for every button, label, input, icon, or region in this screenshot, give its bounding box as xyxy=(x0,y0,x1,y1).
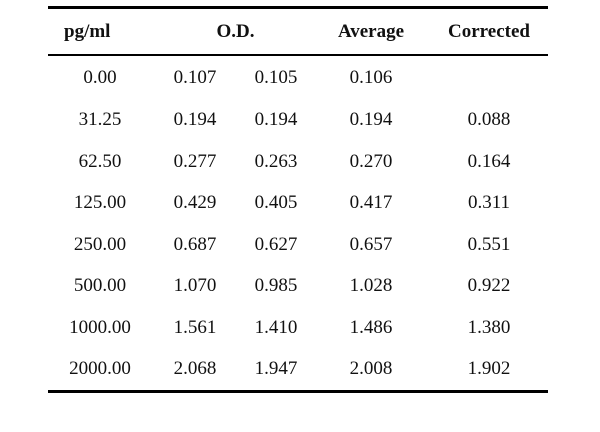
header-od: O.D. xyxy=(216,20,255,42)
table-body: 0.00 0.107 0.105 0.106 31.25 0.194 0.194 0.194 0… xyxy=(48,56,548,391)
cell-average: 1.486 xyxy=(349,316,393,338)
cell-average: 0.270 xyxy=(349,150,393,172)
cell-average: 0.194 xyxy=(349,109,393,131)
cell-pg-ml: 0.00 xyxy=(83,66,117,88)
cell-od-1: 0.194 xyxy=(173,109,217,131)
header-average: Average xyxy=(337,20,405,42)
cell-od-2: 0.105 xyxy=(254,66,298,88)
cell-corrected: 1.380 xyxy=(467,316,511,338)
header-corrected: Corrected xyxy=(448,20,530,42)
cell-average: 0.106 xyxy=(349,66,393,88)
cell-od-1: 1.561 xyxy=(173,316,217,338)
table-row: 62.50 0.277 0.263 0.270 0.164 xyxy=(48,141,548,183)
cell-od-2: 0.263 xyxy=(254,150,298,172)
cell-od-1: 0.277 xyxy=(173,150,217,172)
table-bottom-rule xyxy=(48,390,548,393)
cell-od-2: 0.627 xyxy=(254,233,298,255)
table-row: 1000.00 1.561 1.410 1.486 1.380 xyxy=(48,307,548,349)
cell-od-2: 1.410 xyxy=(254,316,298,338)
table-row: 0.00 0.107 0.105 0.106 xyxy=(48,56,548,100)
cell-od-2: 0.194 xyxy=(254,109,298,131)
cell-average: 1.028 xyxy=(349,275,393,297)
cell-od-2: 0.405 xyxy=(254,192,298,214)
cell-od-2: 1.947 xyxy=(254,358,298,380)
cell-corrected: 0.551 xyxy=(467,233,511,255)
cell-od-1: 0.107 xyxy=(173,66,217,88)
cell-pg-ml: 125.00 xyxy=(73,192,127,214)
cell-pg-ml: 1000.00 xyxy=(69,316,131,338)
cell-corrected: 0.088 xyxy=(467,109,511,131)
table-top-rule xyxy=(48,6,548,9)
cell-average: 0.417 xyxy=(349,192,393,214)
cell-corrected: 1.902 xyxy=(467,358,511,380)
cell-pg-ml: 31.25 xyxy=(78,109,122,131)
table-row: 31.25 0.194 0.194 0.194 0.088 xyxy=(48,100,548,142)
cell-corrected: 0.922 xyxy=(467,275,511,297)
cell-od-1: 0.687 xyxy=(173,233,217,255)
table-row: 500.00 1.070 0.985 1.028 0.922 xyxy=(48,266,548,308)
cell-pg-ml: 62.50 xyxy=(78,150,122,172)
table-header-row: pg/ml O.D. Average Corrected xyxy=(48,9,548,54)
cell-od-1: 2.068 xyxy=(173,358,217,380)
table-header-rule xyxy=(48,54,548,56)
cell-average: 0.657 xyxy=(349,233,393,255)
cell-corrected: 0.311 xyxy=(467,192,511,214)
cell-corrected: 0.164 xyxy=(467,150,511,172)
cell-od-1: 0.429 xyxy=(173,192,217,214)
cell-pg-ml: 500.00 xyxy=(73,275,127,297)
cell-pg-ml: 2000.00 xyxy=(69,358,131,380)
table-row: 250.00 0.687 0.627 0.657 0.551 xyxy=(48,224,548,266)
cell-od-2: 0.985 xyxy=(254,275,298,297)
cell-od-1: 1.070 xyxy=(173,275,217,297)
header-pg-ml: pg/ml xyxy=(64,20,111,42)
table-row: 125.00 0.429 0.405 0.417 0.311 xyxy=(48,183,548,225)
cell-average: 2.008 xyxy=(349,358,393,380)
table-row: 2000.00 2.068 1.947 2.008 1.902 xyxy=(48,349,548,391)
cell-corrected xyxy=(430,56,548,100)
cell-pg-ml: 250.00 xyxy=(73,233,127,255)
standard-curve-table: pg/ml O.D. Average Corrected 0.00 0.107 0.… xyxy=(48,6,548,393)
